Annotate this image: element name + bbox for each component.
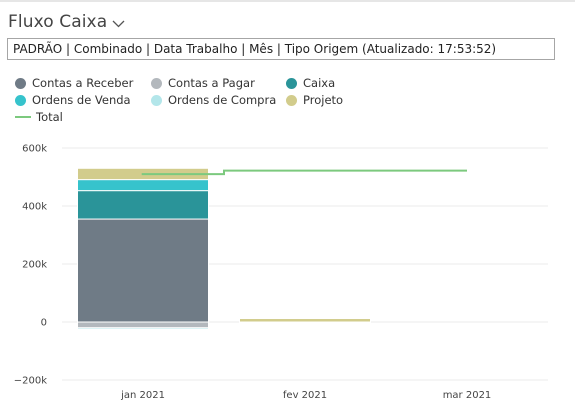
legend-label: Ordens de Venda <box>32 93 131 107</box>
chart-legend: Contas a Receber Contas a Pagar Caixa Orden… <box>0 0 575 130</box>
legend-swatch <box>15 116 31 118</box>
legend-label: Projeto <box>303 93 344 107</box>
bar-ordens-de-compra-0[interactable] <box>77 327 209 330</box>
x-tick-label: fev 2021 <box>283 390 327 401</box>
legend-label: Caixa <box>303 76 336 90</box>
legend-item-contas-a-receber[interactable]: Contas a Receber <box>15 76 133 90</box>
y-tick-label: −200k <box>14 376 47 387</box>
y-tick-label: 0 <box>41 318 47 329</box>
series-line-total[interactable] <box>141 169 467 176</box>
legend-item-projeto[interactable]: Projeto <box>286 93 343 107</box>
legend-item-ordens-de-compra[interactable]: Ordens de Compra <box>151 93 276 107</box>
title-dropdown[interactable]: Fluxo Caixa <box>8 11 125 32</box>
legend-swatch <box>286 94 297 106</box>
page-title: Fluxo Caixa <box>8 11 108 32</box>
y-tick-label: 200k <box>22 260 47 271</box>
y-tick-label: 600k <box>22 144 47 155</box>
legend-swatch <box>286 77 297 89</box>
x-tick-label: jan 2021 <box>120 390 165 401</box>
legend-label: Contas a Receber <box>32 76 134 90</box>
bar-ordens-de-venda-0[interactable] <box>77 179 209 192</box>
legend-item-contas-a-pagar[interactable]: Contas a Pagar <box>151 76 255 90</box>
bar-contas-a-receber-0[interactable] <box>77 218 209 323</box>
legend-item-total[interactable]: Total <box>15 110 63 124</box>
bar-projeto-1[interactable] <box>239 318 371 323</box>
chevron-down-icon <box>112 13 125 32</box>
legend-swatch <box>15 77 26 89</box>
x-tick-label: mar 2021 <box>443 390 492 401</box>
legend-label: Ordens de Compra <box>168 93 277 107</box>
bar-caixa-0[interactable] <box>77 190 209 220</box>
bar-contas-a-pagar-0[interactable] <box>77 321 209 329</box>
top-border <box>0 0 575 2</box>
legend-label: Total <box>36 110 63 124</box>
legend-swatch <box>15 94 26 106</box>
legend-item-caixa[interactable]: Caixa <box>286 76 335 90</box>
legend-swatch <box>151 77 162 89</box>
legend-label: Contas a Pagar <box>168 76 255 90</box>
filter-summary[interactable]: PADRÃO | Combinado | Data Trabalho | Mês… <box>7 38 555 60</box>
y-tick-label: 400k <box>22 202 47 213</box>
legend-swatch <box>151 94 162 106</box>
legend-item-ordens-de-venda[interactable]: Ordens de Venda <box>15 93 131 107</box>
